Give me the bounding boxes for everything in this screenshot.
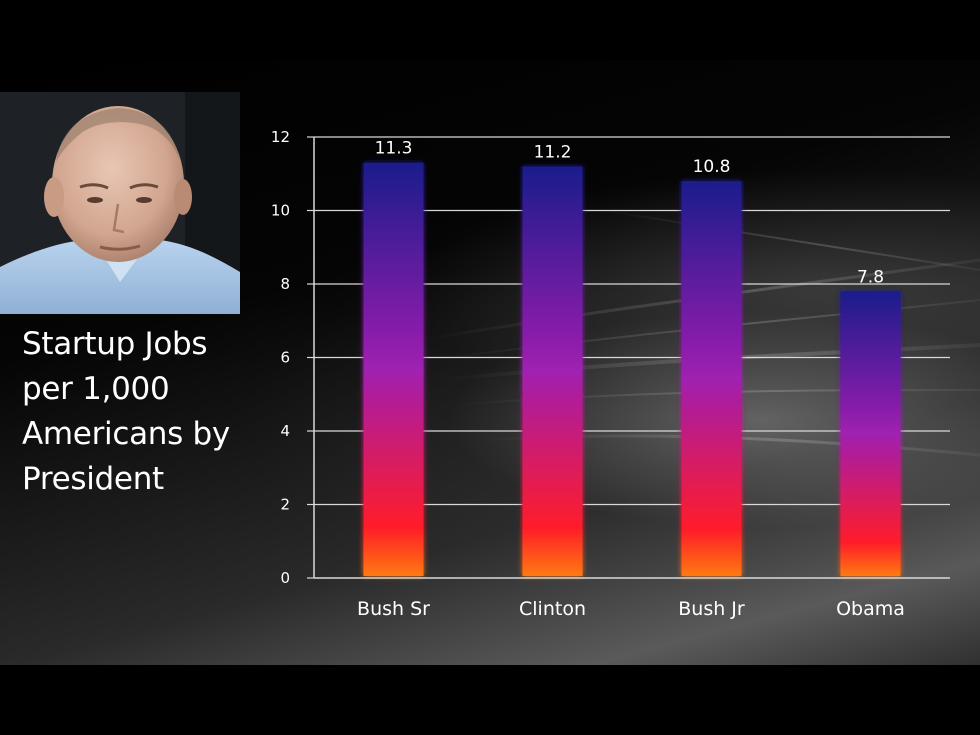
bar-bush-jr bbox=[681, 181, 742, 576]
data-label: 7.8 bbox=[857, 267, 884, 287]
x-category-label: Bush Sr bbox=[357, 598, 430, 620]
bar-clinton bbox=[522, 166, 583, 576]
bars bbox=[363, 162, 901, 576]
data-label: 11.2 bbox=[534, 142, 572, 162]
y-tick-label: 8 bbox=[280, 275, 290, 293]
bar-chart: 0 2 4 6 8 10 12 Bush Sr Clinton Bush Jr Obama 11.… bbox=[271, 128, 950, 620]
x-category-label: Clinton bbox=[519, 598, 586, 620]
y-tick-label: 2 bbox=[280, 496, 290, 514]
data-label: 11.3 bbox=[375, 139, 413, 159]
y-tick-label: 12 bbox=[271, 128, 290, 146]
slide: Startup Jobs per 1,000 Americans by Pres… bbox=[0, 60, 980, 665]
data-labels: 11.3 11.2 10.8 7.8 bbox=[375, 139, 884, 288]
y-tick-label: 0 bbox=[280, 569, 290, 587]
slide-title: Startup Jobs per 1,000 Americans by Pres… bbox=[22, 326, 230, 497]
x-axis-labels: Bush Sr Clinton Bush Jr Obama bbox=[357, 598, 905, 620]
bar-bush-sr bbox=[363, 162, 424, 576]
x-category-label: Bush Jr bbox=[678, 598, 745, 620]
y-axis-ticks: 0 2 4 6 8 10 12 bbox=[271, 128, 314, 587]
x-category-label: Obama bbox=[836, 598, 905, 620]
data-label: 10.8 bbox=[693, 157, 731, 177]
bar-obama bbox=[840, 291, 901, 576]
webcam-video bbox=[0, 92, 240, 314]
presenter-portrait bbox=[0, 92, 240, 314]
y-tick-label: 10 bbox=[271, 202, 290, 220]
y-tick-label: 4 bbox=[280, 422, 290, 440]
y-tick-label: 6 bbox=[280, 349, 290, 367]
